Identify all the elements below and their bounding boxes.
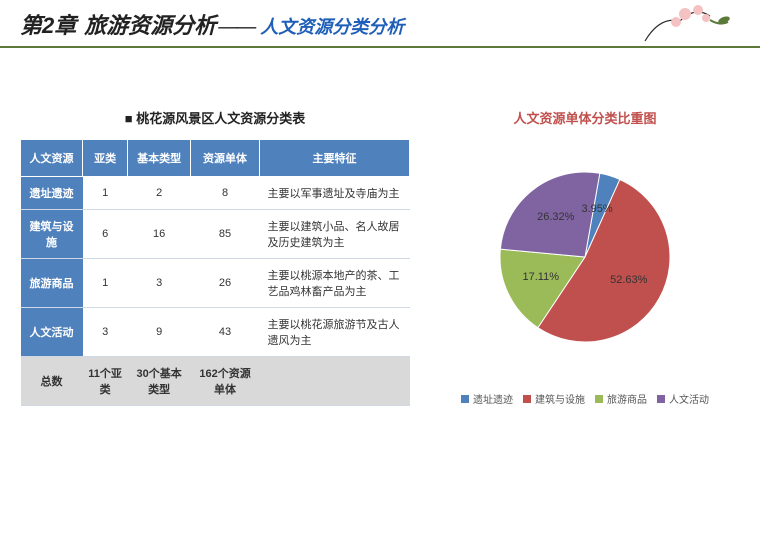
resource-table: 人文资源 亚类 基本类型 资源单体 主要特征 遗址遗迹128主要以军事遗址及寺庙…	[20, 139, 410, 406]
title-main: 旅游资源分析	[84, 8, 216, 40]
pie-chart: 3.95% 52.63% 17.11% 26.32%	[475, 147, 695, 367]
table-cell: 43	[191, 308, 260, 357]
legend-swatch-icon	[461, 395, 469, 403]
th-2: 基本类型	[128, 140, 191, 177]
table-cell: 6	[83, 210, 128, 259]
table-cell: 9	[128, 308, 191, 357]
slide-header: 第2章 旅游资源分析 —— 人文资源分类分析	[0, 0, 760, 48]
pie-svg	[475, 147, 695, 367]
pie-title: 人文资源单体分类比重图	[440, 108, 730, 127]
table-cell: 26	[191, 259, 260, 308]
legend-item: 人文活动	[657, 391, 709, 406]
table-header-row: 人文资源 亚类 基本类型 资源单体 主要特征	[21, 140, 410, 177]
title-dash: ——	[218, 16, 254, 39]
table-cell: 162个资源单体	[191, 357, 260, 406]
flower-decoration-icon	[640, 0, 750, 46]
table-cell: 人文活动	[21, 308, 83, 357]
legend-label: 人文活动	[669, 391, 709, 406]
table-cell: 主要以军事遗址及寺庙为主	[260, 177, 410, 210]
legend-item: 旅游商品	[595, 391, 647, 406]
table-cell: 16	[128, 210, 191, 259]
table-row: 建筑与设施61685主要以建筑小品、名人故居及历史建筑为主	[21, 210, 410, 259]
table-title: ■ 桃花源风景区人文资源分类表	[20, 108, 410, 127]
legend-label: 建筑与设施	[535, 391, 585, 406]
legend-item: 建筑与设施	[523, 391, 585, 406]
table-row: 人文活动3943主要以桃花源旅游节及古人遗风为主	[21, 308, 410, 357]
table-cell: 30个基本类型	[128, 357, 191, 406]
pie-slice-label: 52.63%	[610, 274, 647, 286]
table-cell: 85	[191, 210, 260, 259]
pie-slice-label: 17.11%	[523, 271, 560, 283]
table-cell: 总数	[21, 357, 83, 406]
pie-legend: 遗址遗迹 建筑与设施 旅游商品 人文活动	[440, 391, 730, 406]
table-cell: 遗址遗迹	[21, 177, 83, 210]
legend-label: 旅游商品	[607, 391, 647, 406]
table-cell: 3	[128, 259, 191, 308]
table-cell: 主要以建筑小品、名人故居及历史建筑为主	[260, 210, 410, 259]
legend-swatch-icon	[595, 395, 603, 403]
table-cell: 3	[83, 308, 128, 357]
pie-slice-label: 26.32%	[537, 211, 574, 223]
th-0: 人文资源	[21, 140, 83, 177]
table-cell	[260, 357, 410, 406]
table-cell: 8	[191, 177, 260, 210]
table-panel: ■ 桃花源风景区人文资源分类表 人文资源 亚类 基本类型 资源单体 主要特征 遗…	[20, 108, 410, 406]
table-row: 旅游商品1326主要以桃源本地产的茶、工艺品鸡林畜产品为主	[21, 259, 410, 308]
legend-swatch-icon	[523, 395, 531, 403]
th-1: 亚类	[83, 140, 128, 177]
legend-swatch-icon	[657, 395, 665, 403]
pie-panel: 人文资源单体分类比重图 3.95% 52.63% 17.11% 26.32% 遗址遗迹…	[440, 108, 730, 406]
table-cell: 旅游商品	[21, 259, 83, 308]
table-cell: 1	[83, 259, 128, 308]
legend-label: 遗址遗迹	[473, 391, 513, 406]
table-row: 总数11个亚类30个基本类型162个资源单体	[21, 357, 410, 406]
table-cell: 建筑与设施	[21, 210, 83, 259]
title-sub: 人文资源分类分析	[260, 13, 404, 39]
table-cell: 2	[128, 177, 191, 210]
table-cell: 主要以桃花源旅游节及古人遗风为主	[260, 308, 410, 357]
table-cell: 主要以桃源本地产的茶、工艺品鸡林畜产品为主	[260, 259, 410, 308]
pie-slice-label: 3.95%	[582, 203, 613, 215]
chapter-label: 第2章	[20, 8, 76, 40]
table-cell: 11个亚类	[83, 357, 128, 406]
legend-item: 遗址遗迹	[461, 391, 513, 406]
content-area: ■ 桃花源风景区人文资源分类表 人文资源 亚类 基本类型 资源单体 主要特征 遗…	[0, 48, 760, 406]
th-4: 主要特征	[260, 140, 410, 177]
table-row: 遗址遗迹128主要以军事遗址及寺庙为主	[21, 177, 410, 210]
th-3: 资源单体	[191, 140, 260, 177]
table-cell: 1	[83, 177, 128, 210]
